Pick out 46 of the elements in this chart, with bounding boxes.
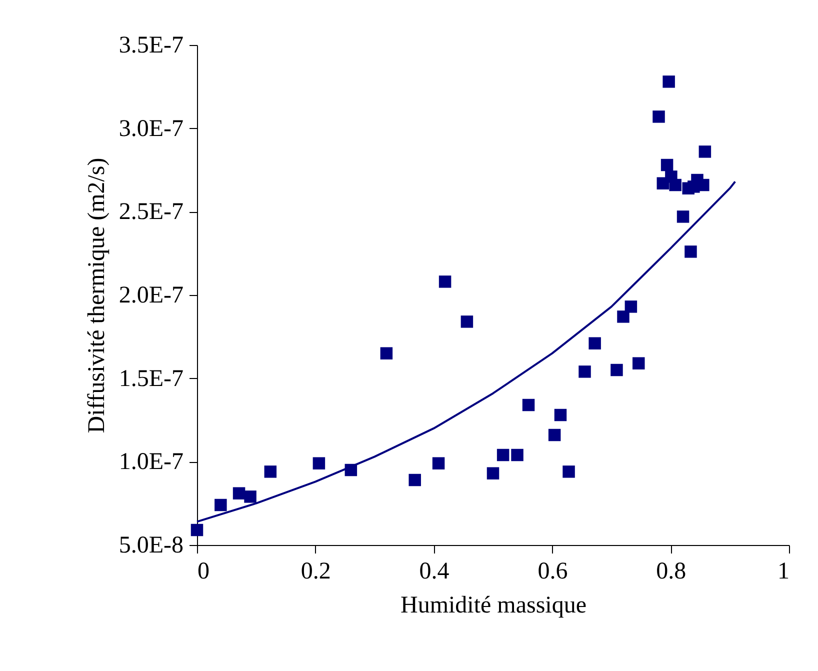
point [438,276,452,288]
point [588,337,601,350]
point [562,466,575,478]
point [380,347,393,360]
point [610,364,623,376]
point [511,448,524,462]
y-tick-label: 1.0E-7 [118,449,184,476]
x-tick-label: 1 [778,558,790,584]
x-tick-label: 0 [198,558,210,584]
x-tick-label: 0.4 [419,558,450,584]
point [408,474,421,486]
point [432,457,445,470]
point [676,210,690,223]
point [617,310,630,323]
point [244,490,256,503]
point [548,428,561,442]
point [660,158,674,172]
point [190,524,204,536]
point [496,448,510,462]
point [264,466,277,478]
point [522,398,535,412]
point [578,366,591,378]
x-tick-label: 0.2 [300,558,331,584]
x-axis-title: Humidité massique [400,592,586,618]
point [554,408,567,422]
x-tick-label: 0.8 [656,558,686,584]
point [669,178,682,192]
point [486,467,500,480]
y-tick-label: 2.5E-7 [118,199,184,226]
y-axis-title: Diffusivité thermique (m2/s) [84,158,110,434]
x-tick-label: 0.6 [538,558,568,584]
point [662,76,675,88]
y-tick-label: 1.5E-7 [118,366,184,392]
point [632,357,645,370]
y-tick-label: 5.0E-8 [118,532,184,558]
y-tick-label: 3.5E-7 [118,32,184,58]
point [684,246,697,258]
point [232,487,246,500]
y-tick-label: 3.0E-7 [118,116,184,142]
point [698,146,712,158]
point [652,110,665,123]
point [214,498,227,512]
y-tick-label: 2.0E-7 [118,282,184,308]
point [312,457,326,470]
point [624,300,638,313]
point [460,316,474,328]
